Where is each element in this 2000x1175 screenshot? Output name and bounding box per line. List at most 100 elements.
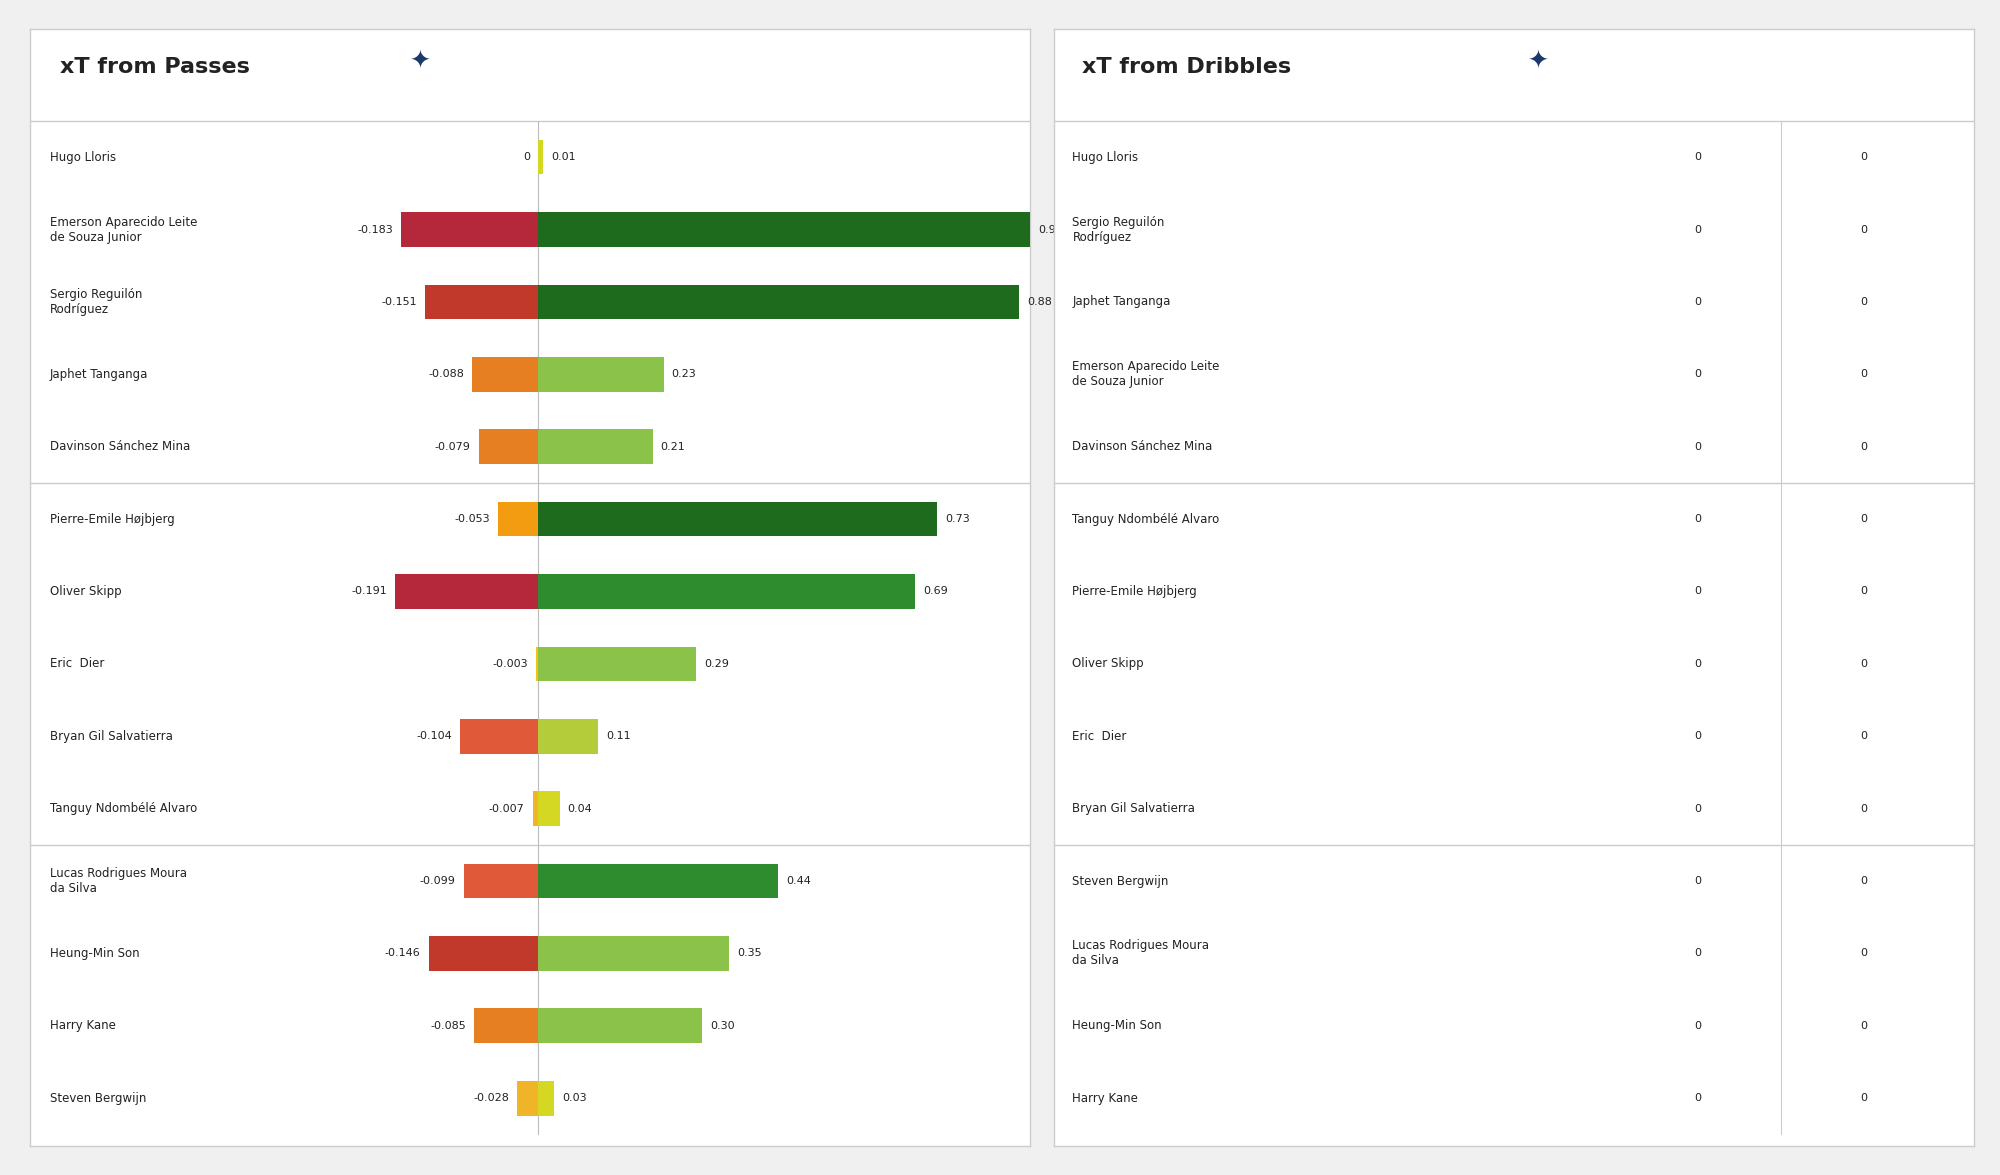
Text: ✦: ✦ [1528,49,1548,74]
Text: Emerson Aparecido Leite
de Souza Junior: Emerson Aparecido Leite de Souza Junior [50,215,198,243]
Text: 0.21: 0.21 [660,442,686,451]
Text: 0: 0 [1860,731,1868,741]
Text: Steven Bergwijn: Steven Bergwijn [1072,874,1168,887]
Text: -0.104: -0.104 [416,731,452,741]
Text: 0.30: 0.30 [710,1021,734,1030]
Text: -0.151: -0.151 [382,297,416,307]
Text: 0.23: 0.23 [672,369,696,380]
Text: Heung-Min Son: Heung-Min Son [1072,1020,1162,1033]
Text: 0: 0 [1860,586,1868,597]
Text: 0: 0 [1860,1093,1868,1103]
Bar [498,502,538,537]
Text: Davinson Sánchez Mina: Davinson Sánchez Mina [1072,441,1212,454]
Text: 0: 0 [1694,731,1702,741]
Text: -0.146: -0.146 [384,948,420,959]
Text: 0.88: 0.88 [1028,297,1052,307]
Text: 0: 0 [1694,152,1702,162]
Bar [538,284,1020,320]
Text: 0: 0 [1694,1021,1702,1030]
Text: Tanguy Ndombélé Alvaro: Tanguy Ndombélé Alvaro [1072,512,1220,525]
Text: 0: 0 [1694,369,1702,380]
Text: -0.191: -0.191 [352,586,388,597]
Text: 0: 0 [522,152,530,162]
Text: Pierre-Emile Højbjerg: Pierre-Emile Højbjerg [50,512,174,525]
Text: Hugo Lloris: Hugo Lloris [1072,150,1138,163]
Bar [538,502,938,537]
Bar [538,936,730,971]
Text: Lucas Rodrigues Moura
da Silva: Lucas Rodrigues Moura da Silva [1072,940,1210,967]
Bar [538,140,544,174]
Bar [464,864,538,899]
Bar [460,719,538,753]
Text: Harry Kane: Harry Kane [50,1020,116,1033]
Text: 0: 0 [1860,515,1868,524]
Text: Eric  Dier: Eric Dier [50,657,104,671]
Text: Davinson Sánchez Mina: Davinson Sánchez Mina [50,441,190,454]
Text: Oliver Skipp: Oliver Skipp [1072,657,1144,671]
Bar [472,357,538,391]
Text: 0: 0 [1694,515,1702,524]
Text: 0: 0 [1694,1093,1702,1103]
Bar [536,646,538,681]
Text: Pierre-Emile Højbjerg: Pierre-Emile Højbjerg [1072,585,1198,598]
Bar [428,936,538,971]
Text: Tanguy Ndombélé Alvaro: Tanguy Ndombélé Alvaro [50,803,198,815]
Bar [538,864,778,899]
Text: Bryan Gil Salvatierra: Bryan Gil Salvatierra [1072,803,1196,815]
Text: 0: 0 [1860,804,1868,813]
Bar [538,646,696,681]
Bar [538,1008,702,1043]
Text: xT from Passes: xT from Passes [60,58,250,78]
Text: 0: 0 [1860,152,1868,162]
Text: Lucas Rodrigues Moura
da Silva: Lucas Rodrigues Moura da Silva [50,867,188,895]
Text: 0.44: 0.44 [786,877,812,886]
Text: 0.69: 0.69 [924,586,948,597]
Text: -0.088: -0.088 [428,369,464,380]
Text: 0: 0 [1694,297,1702,307]
Bar [538,575,916,609]
Text: Steven Bergwijn: Steven Bergwijn [50,1092,146,1104]
Text: 0: 0 [1694,877,1702,886]
Text: Sergio Reguilón
Rodríguez: Sergio Reguilón Rodríguez [1072,215,1164,243]
Text: Emerson Aparecido Leite
de Souza Junior: Emerson Aparecido Leite de Souza Junior [1072,361,1220,388]
Text: 0.11: 0.11 [606,731,630,741]
Text: 0: 0 [1694,804,1702,813]
Bar [538,357,664,391]
Text: 0.73: 0.73 [946,515,970,524]
Bar [424,284,538,320]
Bar [538,1081,554,1115]
Text: 0.03: 0.03 [562,1093,586,1103]
Text: 0: 0 [1860,369,1868,380]
Text: 0.35: 0.35 [738,948,762,959]
Text: 0: 0 [1694,948,1702,959]
Bar [538,429,652,464]
Text: 0: 0 [1860,1021,1868,1030]
Text: 0: 0 [1694,224,1702,235]
Text: 0: 0 [1860,659,1868,669]
Text: 0.29: 0.29 [704,659,730,669]
Text: 0: 0 [1860,297,1868,307]
Text: -0.183: -0.183 [358,224,392,235]
Text: 0.04: 0.04 [568,804,592,813]
Text: 0.90: 0.90 [1038,224,1062,235]
Text: 0: 0 [1694,442,1702,451]
Text: Bryan Gil Salvatierra: Bryan Gil Salvatierra [50,730,172,743]
Text: xT from Dribbles: xT from Dribbles [1082,58,1290,78]
Text: 0: 0 [1694,586,1702,597]
Text: Harry Kane: Harry Kane [1072,1092,1138,1104]
Text: -0.003: -0.003 [492,659,528,669]
Text: Eric  Dier: Eric Dier [1072,730,1126,743]
Text: 0: 0 [1860,442,1868,451]
Text: 0.01: 0.01 [552,152,576,162]
Text: 0: 0 [1694,659,1702,669]
Bar [538,719,598,753]
Text: -0.099: -0.099 [420,877,456,886]
Bar [532,791,538,826]
Text: Japhet Tanganga: Japhet Tanganga [50,368,148,381]
Text: 0: 0 [1860,224,1868,235]
Text: -0.007: -0.007 [488,804,524,813]
Bar [400,213,538,247]
Text: 0: 0 [1860,877,1868,886]
Text: Sergio Reguilón
Rodríguez: Sergio Reguilón Rodríguez [50,288,142,316]
Text: -0.053: -0.053 [454,515,490,524]
